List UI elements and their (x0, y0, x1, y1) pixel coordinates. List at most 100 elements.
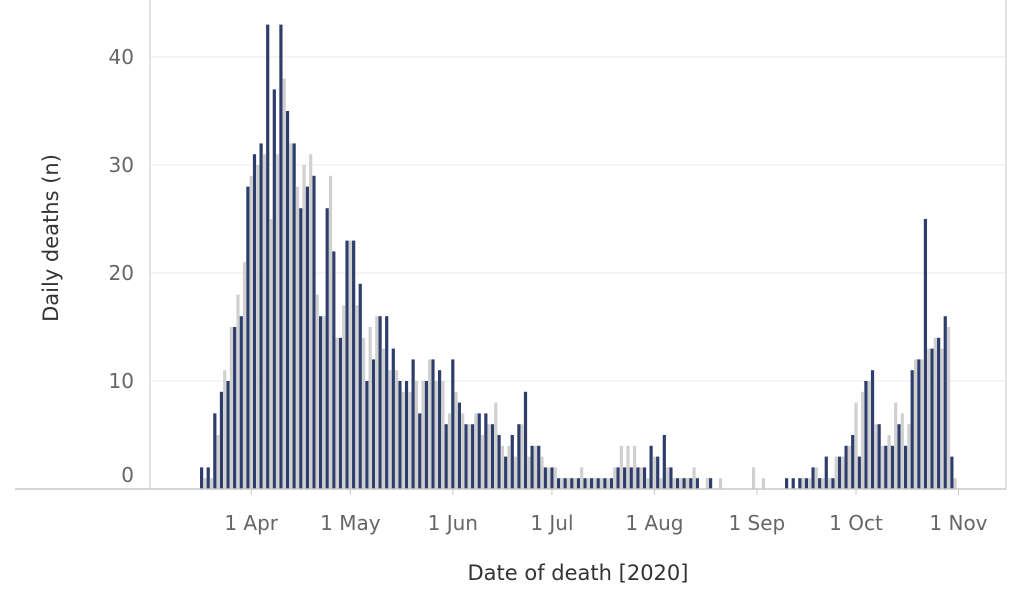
bar (530, 445, 534, 489)
bar (890, 445, 894, 489)
bar (388, 370, 392, 489)
bar (669, 467, 673, 489)
bar (431, 359, 435, 489)
bar (411, 359, 415, 489)
bar (487, 424, 491, 489)
bar (434, 381, 438, 489)
bar (233, 327, 237, 489)
bar (639, 467, 643, 489)
bar (695, 478, 699, 489)
bar (679, 478, 683, 489)
bar (801, 478, 805, 489)
bar (302, 165, 306, 489)
bar (543, 467, 547, 489)
bar (917, 359, 921, 489)
bar (910, 370, 914, 489)
bar (484, 413, 488, 489)
bar (652, 456, 657, 489)
bar (242, 262, 247, 489)
bar (808, 478, 812, 489)
bar (824, 456, 828, 489)
bar (474, 413, 478, 489)
bar (312, 175, 316, 490)
bar (894, 402, 898, 489)
bar (471, 424, 475, 489)
bar (642, 467, 647, 489)
bar (527, 456, 531, 489)
bar (513, 456, 518, 489)
bar (200, 467, 204, 489)
bar (907, 424, 911, 489)
y-tick-label: 20 (109, 261, 134, 285)
bar (500, 445, 504, 489)
x-tick-label: 1 May (320, 511, 381, 535)
bar (335, 337, 339, 489)
bar (358, 283, 362, 489)
bar (236, 294, 240, 489)
bar (216, 435, 220, 489)
bar (322, 316, 326, 489)
bar (629, 467, 633, 489)
bar (338, 337, 343, 489)
bar (325, 208, 329, 489)
bar (804, 478, 809, 489)
bar (689, 478, 693, 489)
bar (352, 240, 356, 489)
bar (573, 478, 577, 489)
bar (834, 456, 838, 489)
bar (636, 467, 640, 489)
bar (444, 424, 448, 489)
bar (332, 251, 336, 489)
bar (785, 478, 789, 489)
bar (646, 478, 650, 489)
bar (266, 24, 270, 489)
bar (507, 445, 511, 489)
x-tick-label: 1 Sep (728, 511, 785, 535)
bar (599, 478, 604, 489)
bar (937, 337, 941, 489)
bar (887, 435, 891, 489)
bar (682, 478, 686, 489)
bar (576, 478, 580, 489)
bar (226, 381, 230, 489)
bar (401, 391, 405, 489)
bar (580, 467, 584, 489)
bar (556, 478, 561, 489)
bar (520, 424, 524, 489)
bar (837, 456, 842, 489)
bar (494, 402, 498, 489)
y-tick-label: 40 (109, 45, 134, 69)
bar (371, 359, 376, 489)
axes (15, 0, 1007, 490)
bar (252, 154, 257, 489)
bar (851, 435, 855, 489)
bar (821, 478, 825, 489)
bar (391, 348, 395, 489)
bar (537, 445, 541, 489)
bar (345, 240, 349, 489)
bar (953, 478, 957, 489)
bar (259, 143, 263, 489)
bar (510, 435, 514, 489)
bar (395, 370, 399, 489)
bar (675, 478, 680, 489)
bar (414, 381, 419, 489)
bar (348, 240, 352, 489)
bar (375, 316, 379, 489)
bar (943, 316, 947, 489)
bar (884, 445, 888, 489)
y-tick-label: 0 (121, 463, 134, 487)
bar (827, 478, 832, 489)
bar (381, 348, 385, 489)
bar (447, 413, 452, 489)
bar (913, 359, 918, 489)
bar (418, 413, 422, 489)
bar (867, 381, 871, 489)
x-tick-labels: 1 Apr 1 May 1 Jun 1 Jul 1 Aug 1 Sep 1 Oct 1 Nov (224, 489, 988, 535)
bar (490, 424, 495, 489)
x-axis-title: Date of death [2020] (468, 561, 689, 585)
bar (497, 435, 501, 489)
bar (718, 478, 723, 489)
bar (930, 348, 934, 489)
